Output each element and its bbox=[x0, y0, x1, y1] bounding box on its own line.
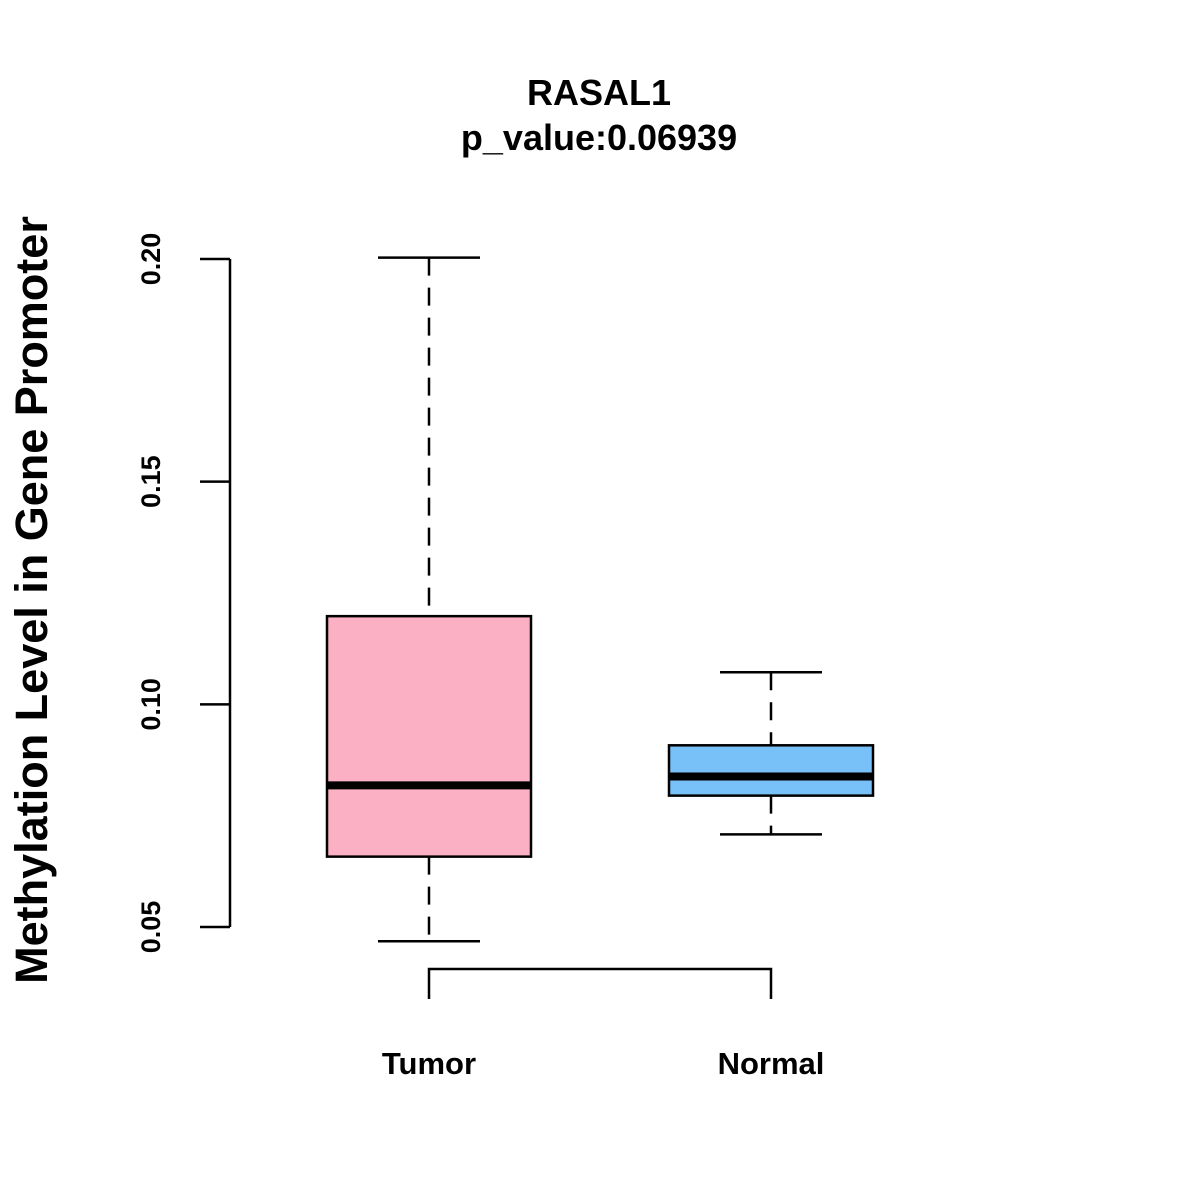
box-tumor bbox=[325, 256, 533, 943]
x-label-normal: Normal bbox=[718, 1046, 825, 1081]
box-normal bbox=[667, 671, 875, 836]
chart-subtitle: p_value:0.06939 bbox=[461, 117, 737, 158]
x-axis-labels: Tumor Normal bbox=[382, 1046, 824, 1081]
y-axis: 0.05 0.10 0.15 0.20 bbox=[136, 233, 232, 954]
y-tick-label: 0.10 bbox=[136, 678, 166, 731]
y-tick-label: 0.20 bbox=[136, 233, 166, 286]
x-label-tumor: Tumor bbox=[382, 1046, 476, 1081]
y-tick-label: 0.05 bbox=[136, 901, 166, 954]
boxes bbox=[325, 256, 875, 943]
iqr-box bbox=[667, 744, 875, 797]
bracket-line bbox=[427, 967, 773, 999]
chart-title: RASAL1 bbox=[527, 72, 671, 113]
y-tick-label: 0.15 bbox=[136, 455, 166, 508]
iqr-box bbox=[325, 614, 533, 858]
y-axis-label: Methylation Level in Gene Promoter bbox=[6, 216, 57, 984]
significance-bracket bbox=[427, 967, 773, 999]
